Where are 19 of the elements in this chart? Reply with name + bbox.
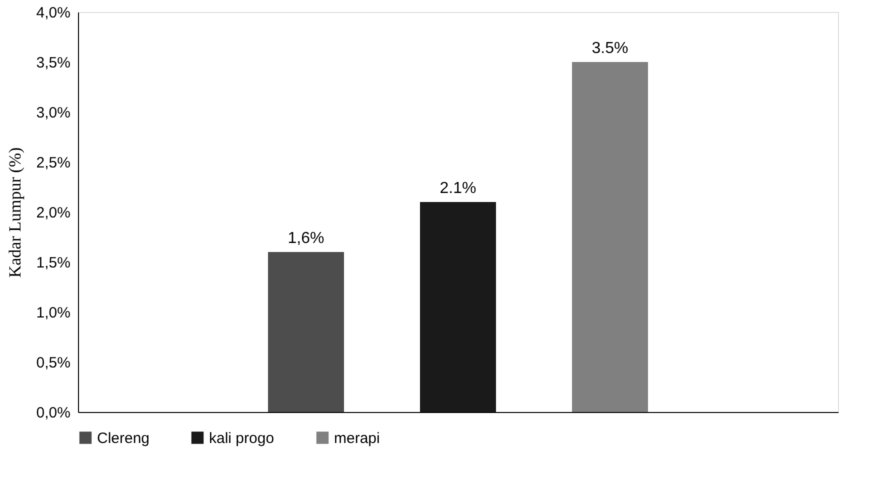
legend-label: kali progo	[209, 430, 274, 447]
y-tick-label: 1,0%	[36, 304, 70, 322]
y-tick-label: 3,0%	[36, 104, 70, 122]
legend-label: merapi	[334, 430, 380, 447]
y-tick-label: 2,0%	[36, 204, 70, 222]
data-label: 1,6%	[288, 230, 324, 247]
bar	[420, 202, 496, 412]
y-tick-label: 0,0%	[36, 404, 70, 422]
y-tick-label: 2,5%	[36, 154, 70, 172]
data-label: 2.1%	[440, 180, 476, 197]
bar	[268, 252, 344, 412]
bar	[572, 62, 648, 412]
y-tick-label: 4,0%	[36, 4, 70, 22]
y-tick-label: 1,5%	[36, 254, 70, 272]
y-tick-label: 3,5%	[36, 54, 70, 72]
legend-label: Clereng	[97, 430, 150, 447]
y-axis-title: Kadar Lumpur (%)	[5, 147, 24, 278]
y-tick-label: 0,5%	[36, 354, 70, 372]
data-label: 3.5%	[592, 40, 628, 57]
